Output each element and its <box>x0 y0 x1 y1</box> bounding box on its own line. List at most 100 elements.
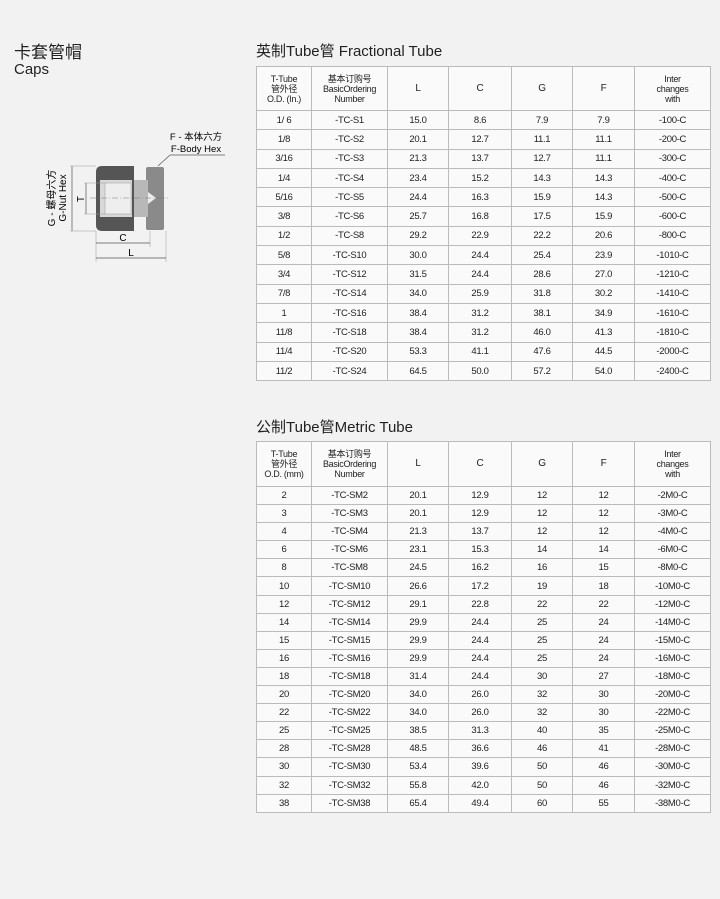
table-row: 38 -TC-SM38 65.4 49.4 60 55 -38M0-C <box>256 793 711 813</box>
table-cell: -2000-C <box>634 341 711 362</box>
fractional-table: T-Tube 管外径 O.D. (In.) 基本订购号 BasicOrdering Num… <box>256 66 711 382</box>
column-header: C <box>448 66 512 111</box>
column-header-line: BasicOrdering <box>322 83 377 94</box>
column-header: L <box>387 66 449 111</box>
table-cell: -500-C <box>634 187 711 208</box>
table-cell: 53.4 <box>387 757 449 777</box>
table-cell: 20 <box>256 685 312 705</box>
column-header-line: G <box>538 82 546 94</box>
table-cell: -TC-S20 <box>311 341 388 362</box>
table-cell: 18 <box>256 666 312 687</box>
table-cell: 23.1 <box>387 540 449 560</box>
table-cell: -TC-S16 <box>311 302 388 324</box>
table-cell: -10M0-C <box>634 576 711 596</box>
table-cell: -TC-S12 <box>311 264 388 285</box>
column-header-line: G <box>538 458 546 469</box>
table-cell: -TC-SM8 <box>311 558 388 578</box>
column-header-line: C <box>476 82 484 94</box>
table-row: 1/2 -TC-S8 29.2 22.9 22.2 20.6 -800-C <box>256 225 711 247</box>
table-row: 15 -TC-SM15 29.9 24.4 25 24 -15M0-C <box>256 630 711 650</box>
table-cell: 22 <box>572 594 635 614</box>
table-cell: -TC-SM22 <box>311 703 388 723</box>
table-cell: -20M0-C <box>634 685 711 705</box>
table-cell: 3/16 <box>256 148 312 169</box>
table-cell: 3/8 <box>256 206 312 227</box>
table-cell: 21.3 <box>387 148 449 169</box>
table-cell: -TC-S8 <box>311 225 388 247</box>
table-row: 20 -TC-SM20 34.0 26.0 32 30 -20M0-C <box>256 685 711 705</box>
table-cell: 25.7 <box>387 206 449 227</box>
table-cell: 13.7 <box>448 148 512 169</box>
table-cell: 38.1 <box>511 302 573 324</box>
table-row: 12 -TC-SM12 29.1 22.8 22 22 -12M0-C <box>256 594 711 614</box>
table-cell: 31.3 <box>448 721 512 741</box>
column-header: T-Tube 管外径 O.D. (mm) <box>256 441 312 487</box>
table-cell: -1010-C <box>634 245 711 266</box>
table-cell: 30 <box>572 685 635 705</box>
table-cell: -28M0-C <box>634 739 711 759</box>
table-cell: -TC-S18 <box>311 322 388 343</box>
table-cell: 38 <box>256 793 312 813</box>
l-label: L <box>128 248 134 259</box>
table-cell: 10 <box>256 576 312 596</box>
table-cell: 3/4 <box>256 264 312 285</box>
c-label: C <box>119 233 126 244</box>
table-cell: 16 <box>511 558 573 578</box>
table-row: 14 -TC-SM14 29.9 24.4 25 24 -14M0-C <box>256 612 711 632</box>
table-cell: 12 <box>572 522 635 542</box>
table-cell: 50.0 <box>448 360 512 382</box>
table-cell: 22 <box>256 703 312 723</box>
table-row: 1/4 -TC-S4 23.4 15.2 14.3 14.3 -400-C <box>256 167 711 189</box>
table-cell: -TC-SM2 <box>311 485 388 506</box>
metric-table: T-Tube 管外径 O.D. (mm) 基本订购号 BasicOrdering Numb… <box>256 441 711 813</box>
table-cell: 12.9 <box>448 485 512 506</box>
table-cell: 14 <box>572 540 635 560</box>
table-cell: 41.3 <box>572 322 635 343</box>
table-cell: -100-C <box>634 109 711 131</box>
table-cell: 14 <box>511 540 573 560</box>
table-cell: 29.9 <box>387 612 449 632</box>
table-cell: -TC-S14 <box>311 283 388 304</box>
table-row: 28 -TC-SM28 48.5 36.6 46 41 -28M0-C <box>256 739 711 759</box>
table-cell: 15.0 <box>387 109 449 131</box>
column-header-line: L <box>415 458 421 469</box>
table-cell: 38.4 <box>387 302 449 324</box>
table-cell: 31.2 <box>448 302 512 324</box>
table-cell: -TC-SM25 <box>311 721 388 741</box>
table-row: 32 -TC-SM32 55.8 42.0 50 46 -32M0-C <box>256 775 711 795</box>
table-cell: 12 <box>256 594 312 614</box>
column-header: 基本订购号 BasicOrdering Number <box>311 66 388 111</box>
table-cell: 25 <box>511 630 573 650</box>
table-cell: 22.2 <box>511 225 573 247</box>
table-row: 30 -TC-SM30 53.4 39.6 50 46 -30M0-C <box>256 757 711 777</box>
column-header-line: 基本订购号 <box>327 73 372 84</box>
table-row: 8 -TC-SM8 24.5 16.2 16 15 -8M0-C <box>256 558 711 578</box>
table-cell: 14.3 <box>572 187 635 208</box>
table-cell: 11/2 <box>256 360 312 382</box>
table-cell: 7/8 <box>256 283 312 304</box>
table-cell: 38.5 <box>387 721 449 741</box>
table-cell: -14M0-C <box>634 612 711 632</box>
table-cell: 30 <box>256 757 312 777</box>
table-cell: -32M0-C <box>634 775 711 795</box>
table-cell: 32 <box>511 685 573 705</box>
g-label-cn: G - 螺母六方 <box>45 170 58 227</box>
table-cell: -15M0-C <box>634 630 711 650</box>
table-row: 1 -TC-S16 38.4 31.2 38.1 34.9 -1610-C <box>256 302 711 324</box>
column-header-line: Inter <box>664 449 681 459</box>
table-cell: 28.6 <box>511 264 573 285</box>
table-cell: 64.5 <box>387 360 449 382</box>
table-cell: 11.1 <box>511 129 573 150</box>
table-cell: 17.2 <box>448 576 512 596</box>
table-cell: 1/ 6 <box>256 109 312 131</box>
fractional-title: 英制Tube管 Fractional Tube <box>256 43 443 60</box>
table-row: 3/16 -TC-S3 21.3 13.7 12.7 11.1 -300-C <box>256 148 711 169</box>
table-cell: 12 <box>572 485 635 506</box>
table-cell: 50 <box>511 775 573 795</box>
table-cell: 24.4 <box>448 245 512 266</box>
table-cell: 46 <box>511 739 573 759</box>
table-cell: 46 <box>572 775 635 795</box>
table-cell: -TC-SM10 <box>311 576 388 596</box>
table-cell: -TC-S1 <box>311 109 388 131</box>
column-header: F <box>572 66 635 111</box>
